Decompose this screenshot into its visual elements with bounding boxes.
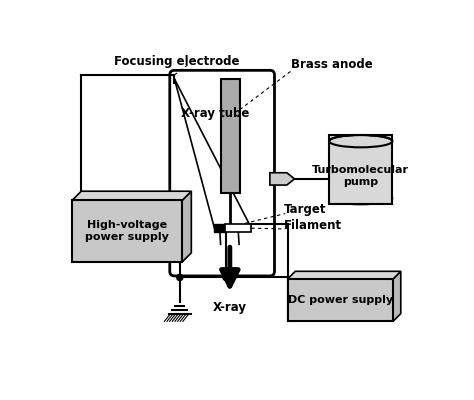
Circle shape bbox=[177, 274, 183, 280]
Text: Filament: Filament bbox=[284, 218, 342, 232]
Text: Target: Target bbox=[284, 203, 326, 216]
Polygon shape bbox=[288, 271, 401, 279]
Bar bbox=[225, 224, 251, 232]
Polygon shape bbox=[270, 173, 294, 185]
Text: Brass anode: Brass anode bbox=[292, 58, 373, 72]
Text: DC power supply: DC power supply bbox=[288, 295, 393, 305]
Bar bbox=[220, 79, 240, 193]
Polygon shape bbox=[182, 191, 191, 262]
Bar bbox=[72, 200, 182, 262]
Circle shape bbox=[223, 274, 229, 280]
Bar bbox=[214, 224, 225, 232]
Polygon shape bbox=[393, 271, 401, 321]
Ellipse shape bbox=[329, 135, 392, 147]
Text: Focusing electrode: Focusing electrode bbox=[114, 55, 240, 68]
FancyBboxPatch shape bbox=[170, 70, 274, 276]
Bar bbox=[288, 279, 393, 321]
Text: X-ray tube: X-ray tube bbox=[181, 107, 249, 120]
Polygon shape bbox=[72, 191, 191, 200]
Text: X-ray: X-ray bbox=[213, 300, 247, 314]
Bar bbox=[329, 135, 392, 204]
Text: High-voltage
power supply: High-voltage power supply bbox=[85, 220, 169, 242]
Ellipse shape bbox=[329, 192, 392, 204]
Text: Turbomolecular
pump: Turbomolecular pump bbox=[312, 165, 409, 187]
